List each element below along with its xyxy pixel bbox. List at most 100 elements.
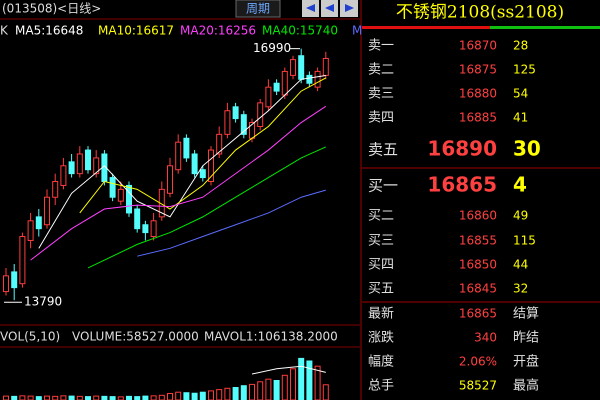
volume-bar bbox=[273, 380, 280, 400]
stat-label: 最高 bbox=[513, 378, 539, 394]
volume-bar bbox=[126, 395, 132, 400]
volume-bar bbox=[191, 392, 198, 400]
volume-bar bbox=[27, 395, 34, 400]
book-price: 16865 bbox=[427, 173, 497, 197]
stat-label: 结算 bbox=[513, 307, 539, 322]
volume-bar bbox=[216, 389, 223, 400]
volume-bar bbox=[150, 395, 157, 400]
book-volume: 28 bbox=[513, 39, 528, 53]
candle-body bbox=[126, 184, 132, 214]
volume-bar bbox=[117, 396, 124, 400]
candle-body bbox=[19, 236, 26, 285]
volume-bar bbox=[109, 396, 116, 400]
book-label: 买五 bbox=[368, 282, 394, 297]
candle-body bbox=[60, 165, 67, 186]
volume-bar bbox=[68, 395, 75, 400]
candle-body bbox=[44, 196, 50, 226]
volume-bar bbox=[232, 387, 239, 400]
period-button-label[interactable]: 周期 bbox=[246, 2, 270, 16]
volume-bar bbox=[306, 360, 313, 400]
candle-body bbox=[232, 106, 239, 120]
candle-body bbox=[216, 133, 223, 155]
volume-bar bbox=[11, 395, 18, 400]
volume-bar bbox=[60, 395, 67, 400]
book-price: 16870 bbox=[459, 39, 497, 53]
volume-bar bbox=[52, 395, 59, 400]
candle-body bbox=[257, 102, 264, 127]
candle-body bbox=[290, 59, 296, 76]
ma-label: MA20:16256 bbox=[180, 24, 256, 38]
volume-header: VOLUME:58527.0000 bbox=[72, 330, 199, 344]
volume-bar bbox=[199, 391, 206, 400]
quote-title: 不锈钢2108(ss2108) bbox=[396, 3, 564, 23]
candle-body bbox=[11, 271, 18, 289]
book-volume: 32 bbox=[513, 282, 528, 296]
candle-body bbox=[199, 169, 206, 179]
book-price: 16890 bbox=[427, 137, 497, 161]
candle-body bbox=[208, 149, 214, 183]
ma-label: M bbox=[352, 24, 362, 38]
candle-body bbox=[3, 275, 9, 293]
book-price: 16860 bbox=[459, 209, 497, 223]
volume-bar bbox=[93, 395, 100, 400]
volume-header: MAVOL1:106138.2000 bbox=[204, 330, 338, 344]
stat-label: 最新 bbox=[368, 306, 394, 322]
stat-value: 2.06% bbox=[459, 355, 497, 369]
candle-body bbox=[68, 161, 75, 175]
ma-label: MA10:16617 bbox=[98, 24, 174, 38]
candle-body bbox=[224, 110, 231, 135]
book-volume: 44 bbox=[513, 258, 528, 272]
volume-bar bbox=[85, 396, 91, 400]
candle-body bbox=[306, 74, 313, 84]
code-label: (013508)<日线> bbox=[2, 2, 101, 16]
book-volume: 49 bbox=[513, 209, 528, 223]
book-price: 16880 bbox=[459, 87, 497, 101]
low-annotation: 13790 bbox=[24, 295, 62, 309]
book-label: 卖一 bbox=[368, 39, 394, 54]
volume-bar bbox=[76, 395, 83, 400]
candle-body bbox=[191, 153, 198, 175]
ma-line bbox=[30, 105, 327, 261]
volume-bar bbox=[322, 384, 329, 400]
volume-bar bbox=[298, 357, 305, 400]
candle-body bbox=[117, 188, 124, 202]
candle-body bbox=[142, 224, 149, 234]
stat-label: 涨跌 bbox=[368, 330, 394, 346]
volume-bar bbox=[240, 385, 247, 400]
candle-body bbox=[52, 181, 59, 198]
book-label: 买二 bbox=[368, 209, 394, 224]
candle-body bbox=[150, 220, 157, 238]
candle-body bbox=[167, 165, 173, 194]
book-volume: 41 bbox=[513, 111, 528, 125]
stat-label: 昨结 bbox=[513, 331, 539, 346]
candle-body bbox=[183, 137, 190, 159]
volume-bar bbox=[158, 394, 165, 400]
indicator-prefix: K bbox=[0, 24, 9, 38]
stat-label: 开盘 bbox=[513, 354, 539, 370]
arrow-icons bbox=[306, 4, 354, 12]
book-price: 16845 bbox=[459, 282, 497, 296]
book-volume: 4 bbox=[513, 173, 527, 197]
period-button[interactable] bbox=[235, 0, 281, 18]
ma-line bbox=[38, 75, 326, 249]
book-price: 16885 bbox=[459, 111, 497, 125]
candle-body bbox=[76, 153, 83, 175]
book-volume: 115 bbox=[513, 234, 536, 248]
volume-bar bbox=[167, 393, 173, 400]
volume-bar bbox=[208, 390, 214, 400]
volume-bar bbox=[134, 396, 141, 400]
book-volume: 30 bbox=[513, 137, 541, 161]
volume-bar bbox=[101, 395, 108, 400]
candle-body bbox=[134, 208, 141, 230]
ma-line bbox=[137, 189, 326, 257]
bar-green bbox=[490, 26, 600, 29]
stat-value: 16865 bbox=[459, 307, 497, 321]
candle-body bbox=[240, 114, 247, 135]
candle-body bbox=[265, 86, 272, 108]
volume-bar bbox=[183, 392, 190, 400]
book-label: 卖三 bbox=[368, 87, 394, 102]
book-label: 卖五 bbox=[368, 141, 398, 159]
stat-value: 340 bbox=[474, 331, 497, 345]
